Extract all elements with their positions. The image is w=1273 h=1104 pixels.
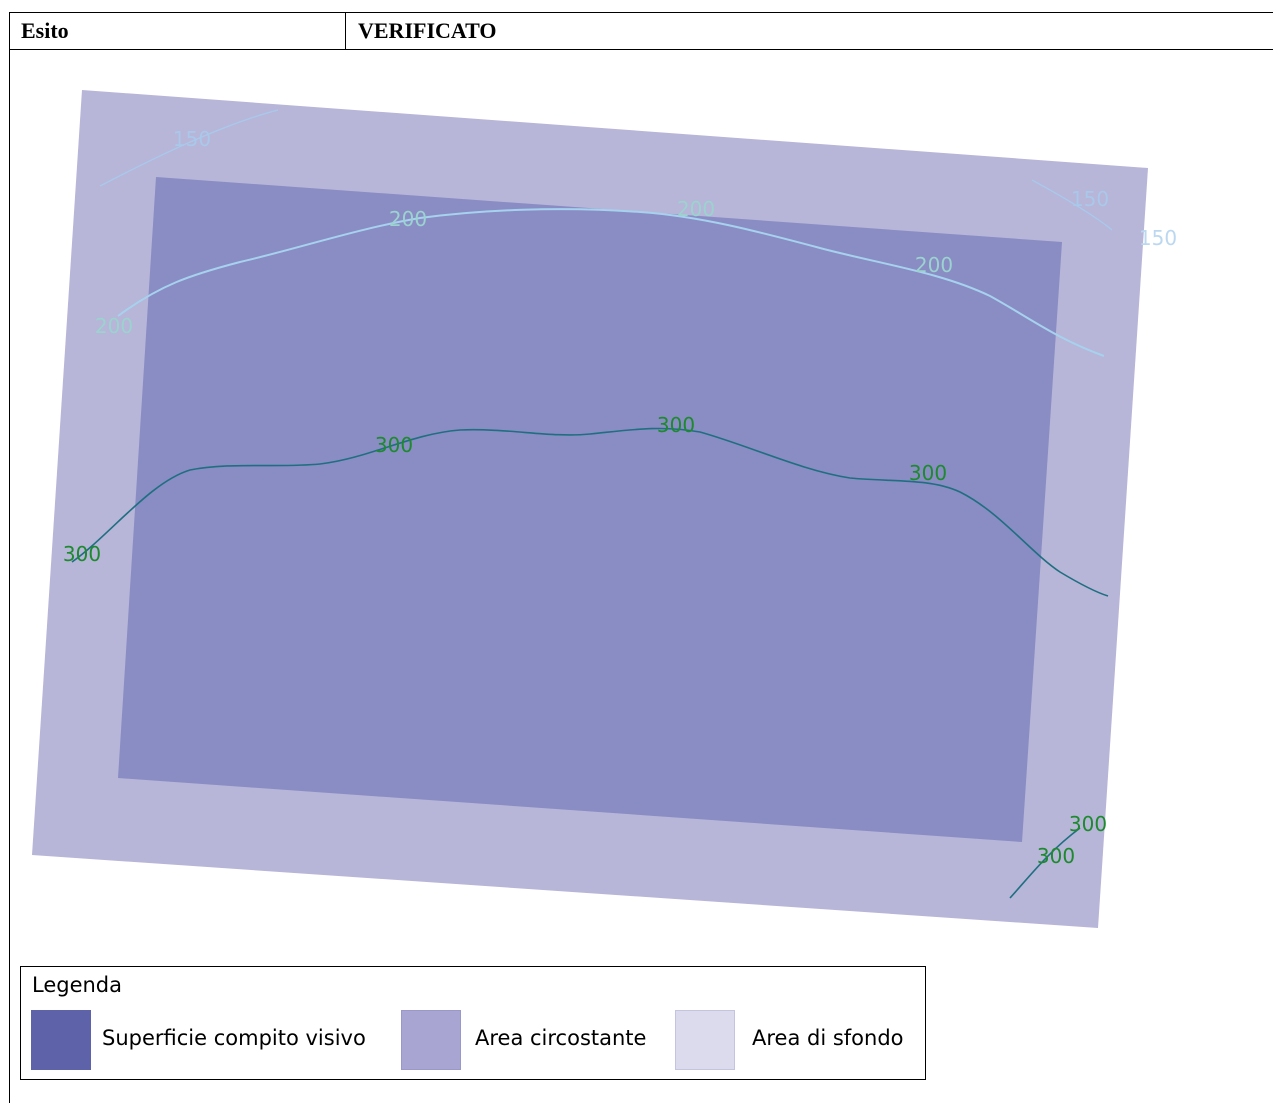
contour-200 xyxy=(117,208,1105,357)
contour-300-corner xyxy=(1009,827,1081,899)
task-surface-area xyxy=(118,177,1062,842)
contour-150-left xyxy=(99,109,279,187)
contour-label-200-top-center: 200 xyxy=(677,197,715,221)
legend-label-surrounding-area: Area circostante xyxy=(475,1026,647,1050)
contour-label-150-edge: 150 xyxy=(1139,226,1177,250)
result-label: Esito xyxy=(10,13,346,49)
contour-label-300-corner-top: 300 xyxy=(1069,812,1107,836)
legend-swatch-surrounding-area xyxy=(401,1010,461,1070)
legend-box: Legenda Superficie compito visivo Area c… xyxy=(20,966,926,1080)
contour-300-main xyxy=(71,427,1109,597)
contour-label-150-right: 150 xyxy=(1071,187,1109,211)
contour-label-200-left: 200 xyxy=(95,314,133,338)
contour-label-300-right: 300 xyxy=(909,461,947,485)
contour-label-300-left: 300 xyxy=(63,542,101,566)
contour-label-200-top-left: 200 xyxy=(389,207,427,231)
legend-label-background-area: Area di sfondo xyxy=(752,1026,904,1050)
legend-label-task-surface: Superficie compito visivo xyxy=(102,1026,366,1050)
result-header-row: Esito VERIFICATO xyxy=(9,12,1273,50)
contour-150-right xyxy=(1031,179,1113,231)
contour-label-300-center-left: 300 xyxy=(375,433,413,457)
legend-title: Legenda xyxy=(32,973,123,997)
contour-label-200-right: 200 xyxy=(915,253,953,277)
legend-swatch-background-area xyxy=(675,1010,735,1070)
contour-label-150-left: 150 xyxy=(173,127,211,151)
contour-label-300-center: 300 xyxy=(657,413,695,437)
result-value: VERIFICATO xyxy=(358,18,497,43)
contour-label-300-corner-bottom: 300 xyxy=(1037,844,1075,868)
legend-swatch-task-surface xyxy=(31,1010,91,1070)
